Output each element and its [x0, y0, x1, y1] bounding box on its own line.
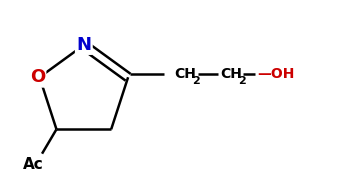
Text: 2: 2 — [238, 76, 246, 86]
Text: N: N — [76, 36, 91, 54]
Text: 2: 2 — [192, 76, 200, 86]
Text: Ac: Ac — [23, 157, 43, 171]
Text: O: O — [30, 68, 45, 86]
Text: CH: CH — [175, 67, 197, 81]
Text: —OH: —OH — [257, 67, 295, 81]
Text: CH: CH — [221, 67, 243, 81]
